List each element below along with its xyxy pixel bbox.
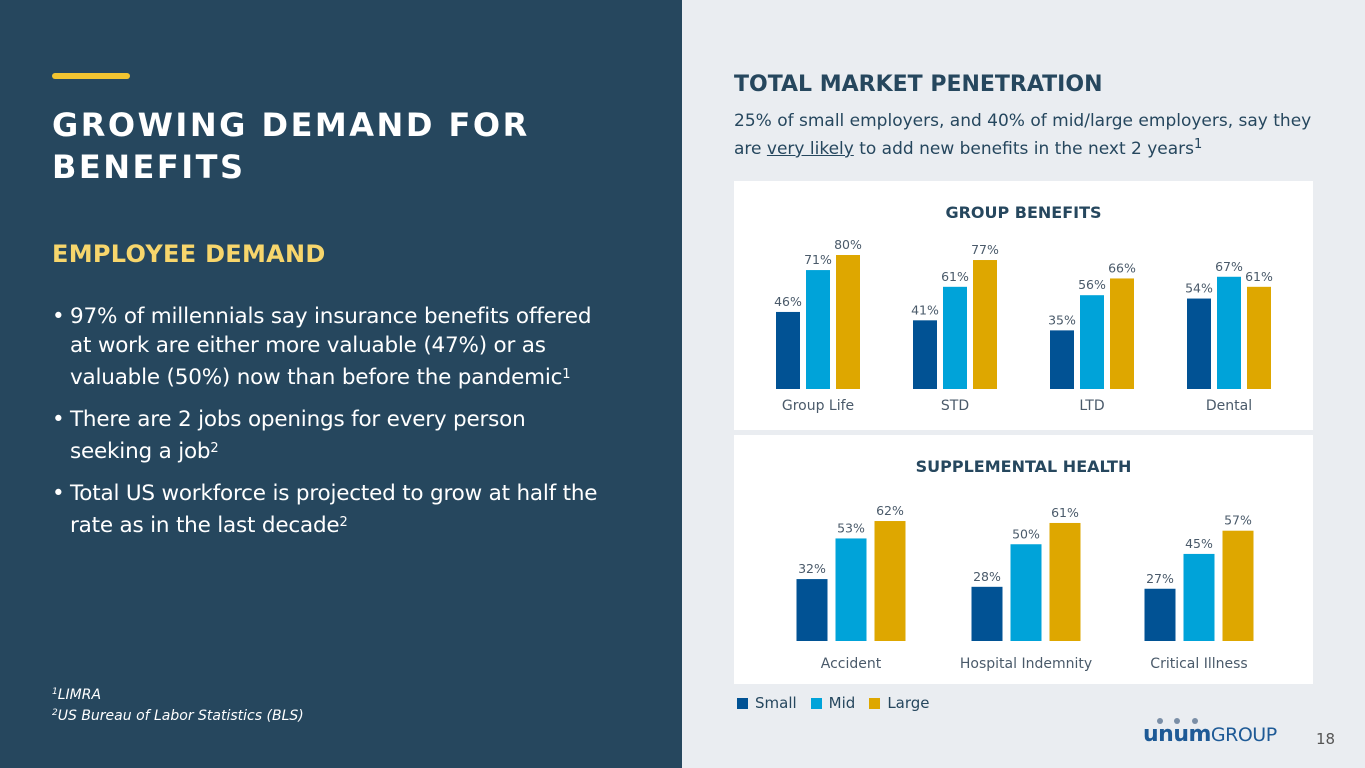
bar-large [874,521,906,641]
accent-bar [52,73,130,79]
bar-large [1247,286,1271,389]
category-label: Group Life [782,398,854,414]
legend-swatch [869,698,881,709]
bullet-text: There are 2 jobs openings for every pers… [70,407,526,464]
data-label: 71% [804,252,832,267]
bar-large [1049,522,1081,641]
bar-mid [1080,295,1104,389]
bullet-list: 97% of millennials say insurance benefit… [52,302,612,553]
chart-title: GROUP BENEFITS [945,203,1102,222]
logo-dots [1149,718,1209,724]
data-label: 53% [837,520,865,535]
section-subtitle: EMPLOYEE DEMAND [52,240,326,268]
left-panel: GROWING DEMAND FOR BENEFITS EMPLOYEE DEM… [0,0,682,768]
category-label: STD [941,398,969,414]
data-label: 56% [1078,277,1106,292]
page-number: 18 [1316,730,1336,748]
bar-mid [943,286,967,389]
legend-label: Large [887,694,930,712]
bullet-text: 97% of millennials say insurance benefit… [70,304,592,390]
bullet-item: 97% of millennials say insurance benefit… [52,302,612,392]
footnote-ref: 2 [339,515,348,530]
data-label: 61% [941,269,969,284]
legend-item: Large [869,694,930,712]
data-label: 80% [834,237,862,252]
page-title: GROWING DEMAND FOR BENEFITS [52,106,530,186]
footnote-ref: 2 [210,441,219,456]
bar-large [973,260,997,389]
footnote: 2US Bureau of Labor Statistics (BLS) [52,704,304,725]
data-label: 46% [774,294,802,309]
data-label: 54% [1185,281,1213,296]
data-label: 41% [911,302,939,317]
data-label: 61% [1245,269,1273,284]
bar-large [836,255,860,389]
chart-title: SUPPLEMENTAL HEALTH [915,457,1132,476]
legend-item: Mid [810,694,856,712]
bar-small [1187,298,1211,389]
bar-mid [1010,544,1042,641]
footnotes: 1LIMRA 2US Bureau of Labor Statistics (B… [52,683,304,725]
category-label: Hospital Indemnity [960,656,1092,672]
data-label: 28% [973,569,1001,584]
data-label: 45% [1185,536,1213,551]
desc-text: to add new benefits in the next 2 years [853,139,1195,159]
footnote-ref: 1 [1194,137,1203,152]
bar-small [776,311,800,389]
bar-mid [1217,276,1241,389]
legend-swatch [737,698,748,709]
bar-mid [1183,553,1215,641]
category-label: Accident [821,656,882,672]
data-label: 50% [1012,526,1040,541]
company-logo: unumGROUP [1143,722,1277,747]
data-label: 32% [798,561,826,576]
footnote-num: 1 [52,687,58,697]
data-label: 66% [1108,260,1136,275]
section-description: 25% of small employers, and 40% of mid/l… [734,110,1324,161]
legend-label: Mid [828,694,856,712]
data-label: 77% [971,242,999,257]
bullet-item: There are 2 jobs openings for every pers… [52,405,612,466]
supplemental-health-chart: SUPPLEMENTAL HEALTH 32% 53% 62% Accident 28%… [734,435,1313,684]
bullet-item: Total US workforce is projected to grow … [52,479,612,540]
legend-item: Small [737,694,797,712]
chart-svg: 32% 53% 62% Accident 28% 50% 61% Hospital Indem… [796,503,1254,672]
chart-legend: Small Mid Large [737,694,930,712]
bullet-text: Total US workforce is projected to grow … [70,481,598,538]
bar-small [913,320,937,389]
bar-small [1144,588,1176,641]
section-title: TOTAL MARKET PENETRATION [734,72,1103,97]
data-label: 61% [1051,505,1079,520]
bar-small [796,579,828,641]
bar-mid [806,270,830,389]
legend-label: Small [755,694,797,712]
bar-mid [835,538,867,641]
data-label: 35% [1048,312,1076,327]
bar-small [1050,330,1074,389]
footnote: 1LIMRA [52,683,304,704]
footnote-text: US Bureau of Labor Statistics (BLS) [57,708,304,724]
category-label: LTD [1079,398,1104,414]
bar-small [971,586,1003,641]
category-label: Dental [1206,398,1252,414]
logo-suffix: GROUP [1210,724,1277,746]
chart-svg: 46%71%80%Group Life41%61%77%STD35%56%66%… [774,237,1273,414]
data-label: 27% [1146,571,1174,586]
desc-emphasis: very likely [766,139,854,159]
footnote-text: LIMRA [57,687,102,703]
logo-brand: unum [1143,722,1211,747]
footnote-ref: 1 [562,367,571,382]
bar-large [1222,530,1254,641]
desc-text: 25% of small employers, and 40% of mid/l… [734,111,1312,159]
bar-large [1110,278,1134,389]
data-label: 57% [1224,513,1252,528]
footnote-num: 2 [52,708,58,718]
legend-swatch [810,698,822,709]
category-label: Critical Illness [1150,656,1247,672]
group-benefits-chart: GROUP BENEFITS 46% 71% 80% Group Life 41% 61%… [734,181,1313,430]
data-label: 67% [1215,259,1243,274]
data-label: 62% [876,503,904,518]
